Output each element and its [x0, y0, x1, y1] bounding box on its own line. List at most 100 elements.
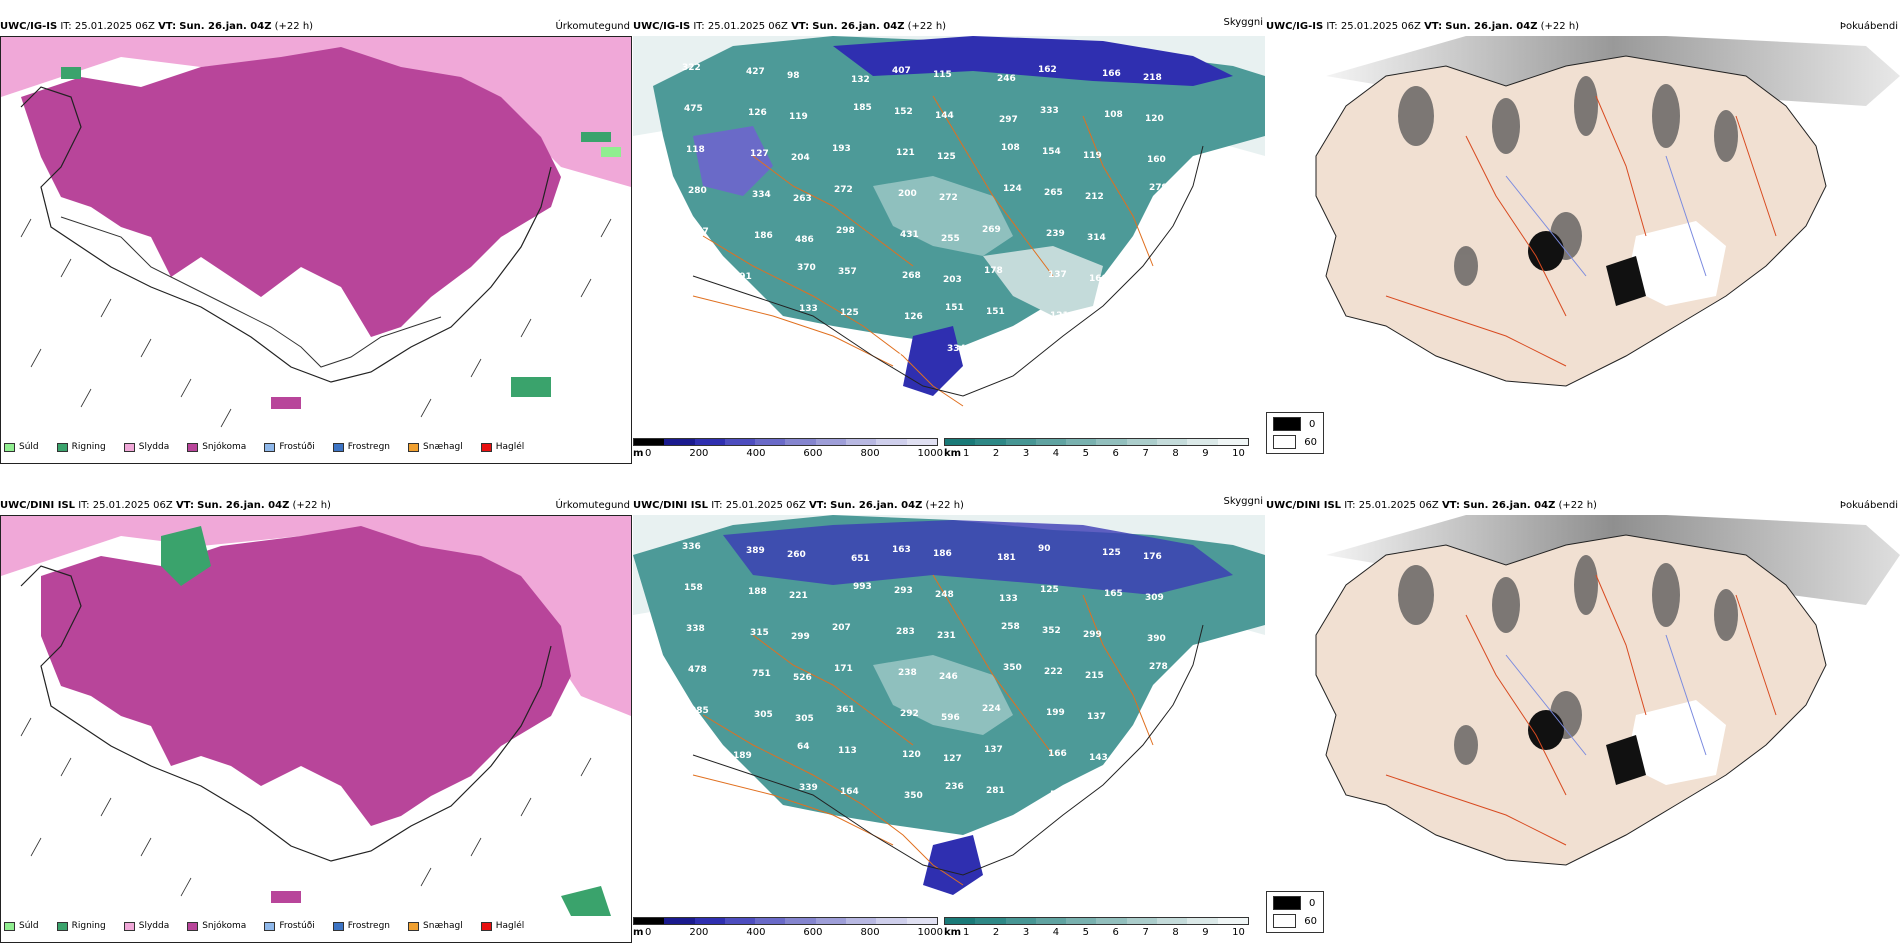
- it-value: 25.01.2025 06Z: [725, 500, 806, 511]
- legend-item: Snjókoma: [187, 921, 246, 931]
- visibility-value-label: 263: [735, 313, 754, 323]
- visibility-value-label: 268: [902, 271, 921, 281]
- visibility-value-label: 64: [797, 742, 810, 752]
- model-name: UWC/IG-IS: [0, 21, 58, 32]
- visibility-value-label: 68: [1093, 343, 1106, 353]
- visibility-value-label: 218: [1143, 73, 1162, 83]
- visibility-value-label: 113: [838, 746, 857, 756]
- visibility-value-label: 283: [896, 627, 915, 637]
- colorbar-step: [906, 439, 937, 445]
- model-name: UWC/DINI ISL: [1266, 500, 1342, 511]
- panel-name: Þokuábendi: [1839, 500, 1898, 511]
- panel-title: UWC/IG-IS IT: 25.01.2025 06Z VT: Sun. 26…: [0, 20, 632, 35]
- visibility-value-label: 479: [842, 349, 861, 359]
- visibility-value-label: 90: [1038, 544, 1051, 554]
- visibility-panel-row2: UWC/DINI ISL IT: 25.01.2025 06Z VT: Sun.…: [633, 496, 1265, 944]
- visibility-value-label: 160: [1147, 155, 1166, 165]
- visibility-value-label: 119: [696, 829, 715, 839]
- legend-swatch: [187, 442, 199, 452]
- visibility-value-label: 133: [999, 594, 1018, 604]
- visibility-value-label: 431: [900, 230, 919, 240]
- visibility-value-label: 222: [1151, 703, 1170, 713]
- visibility-value-label: 333: [1040, 106, 1059, 116]
- it-value: 25.01.2025 06Z: [1340, 21, 1421, 32]
- visibility-value-label: 121: [1050, 311, 1069, 321]
- panel-title: UWC/DINI ISL IT: 25.01.2025 06Z VT: Sun.…: [0, 499, 632, 514]
- visibility-value-label: 263: [793, 194, 812, 204]
- tick: 10: [1232, 927, 1245, 938]
- fog-panel-row2: UWC/DINI ISL IT: 25.01.2025 06Z VT: Sun.…: [1266, 499, 1900, 944]
- colorbar-step: [846, 439, 877, 445]
- visibility-value-label: 143: [1089, 753, 1108, 763]
- visibility-value-label: 339: [799, 783, 818, 793]
- tick: 8: [1172, 448, 1179, 459]
- visibility-value-label: 196: [1153, 265, 1172, 275]
- colorbar-step: [876, 918, 907, 924]
- fog-swatch: [1273, 417, 1301, 431]
- legend-swatch: [408, 442, 420, 452]
- visibility-value-label: 185: [853, 103, 872, 113]
- vt-value: Sun. 26.jan. 04Z: [179, 21, 272, 32]
- legend-item: Haglél: [480, 921, 524, 931]
- fog-swatch: [1273, 896, 1301, 910]
- km-colorbar: [944, 438, 1249, 446]
- colorbar-step: [1157, 918, 1188, 924]
- visibility-value-label: 338: [686, 624, 705, 634]
- legend-label: Snjókoma: [202, 921, 247, 931]
- visibility-value-label: 370: [797, 263, 816, 273]
- colorbar-step: [1005, 439, 1036, 445]
- colorbar-step: [1035, 439, 1067, 445]
- visibility-value-label: 137: [984, 745, 1003, 755]
- visibility-value-label: 596: [941, 713, 960, 723]
- fog-map: [1266, 515, 1900, 915]
- colorbar-step: [755, 439, 786, 445]
- colorbar-step: [1126, 918, 1158, 924]
- visibility-value-label: 193: [832, 144, 851, 154]
- model-name: UWC/DINI ISL: [633, 500, 709, 511]
- tick: 1: [963, 448, 970, 459]
- island-snow: [41, 526, 571, 826]
- visibility-value-label: 222: [1044, 667, 1063, 677]
- tick: 3: [1022, 448, 1030, 459]
- vt-value: Sun. 26.jan. 04Z: [1445, 21, 1538, 32]
- legend-item: Haglél: [480, 442, 524, 452]
- visibility-map: 322 427 98 132 407 115 246 162 166 218 475 126 119 18…: [633, 36, 1265, 436]
- visibility-value-label: 352: [1042, 626, 1061, 636]
- lead-time: (+22 h): [1558, 500, 1597, 511]
- panel-title: UWC/IG-IS IT: 25.01.2025 06Z VT: Sun. 26…: [1266, 20, 1900, 35]
- tick: 200: [689, 448, 709, 459]
- visibility-value-label: 231: [937, 631, 956, 641]
- it-label: IT:: [693, 21, 705, 32]
- visibility-value-label: 171: [834, 664, 853, 674]
- visibility-map: 336 389 260 651 163 186 181 90 125 176 158 188 221 99…: [633, 515, 1265, 915]
- fog-swatch: [1273, 435, 1297, 449]
- visibility-value-label: 390: [1147, 634, 1166, 644]
- visibility-value-label: 350: [1003, 663, 1022, 673]
- colorbar-step: [724, 439, 756, 445]
- km-unit-label: km: [944, 927, 962, 938]
- lead-time: (+22 h): [1540, 21, 1580, 32]
- tick: 7: [1142, 927, 1149, 938]
- lead-time: (+22 h): [925, 500, 964, 511]
- legend-label: Slydda: [138, 442, 170, 452]
- legend-item: Slydda: [123, 921, 169, 931]
- visibility-value-label: 258: [1001, 622, 1020, 632]
- legend-swatch: [264, 442, 276, 452]
- vt-label: VT:: [158, 21, 177, 32]
- tick: 7: [1142, 448, 1149, 459]
- legend-swatch: [332, 442, 344, 452]
- visibility-value-label: 127: [750, 149, 769, 159]
- colorbar-step: [694, 918, 725, 924]
- vt-label: VT:: [175, 500, 194, 511]
- legend-label: Snæhagl: [423, 921, 463, 931]
- colorbar-step: [975, 918, 1006, 924]
- visibility-value-label: 407: [892, 66, 911, 76]
- legend-item: Frostúði: [264, 921, 315, 931]
- legend-label: Rigning: [71, 442, 106, 452]
- visibility-value-label: 386: [883, 353, 902, 363]
- visibility-value-label: 309: [1145, 593, 1164, 603]
- colorbar-step: [876, 439, 907, 445]
- tick: 1: [963, 927, 970, 938]
- tick: 200: [689, 927, 709, 938]
- legend-item: Snjókoma: [187, 442, 246, 452]
